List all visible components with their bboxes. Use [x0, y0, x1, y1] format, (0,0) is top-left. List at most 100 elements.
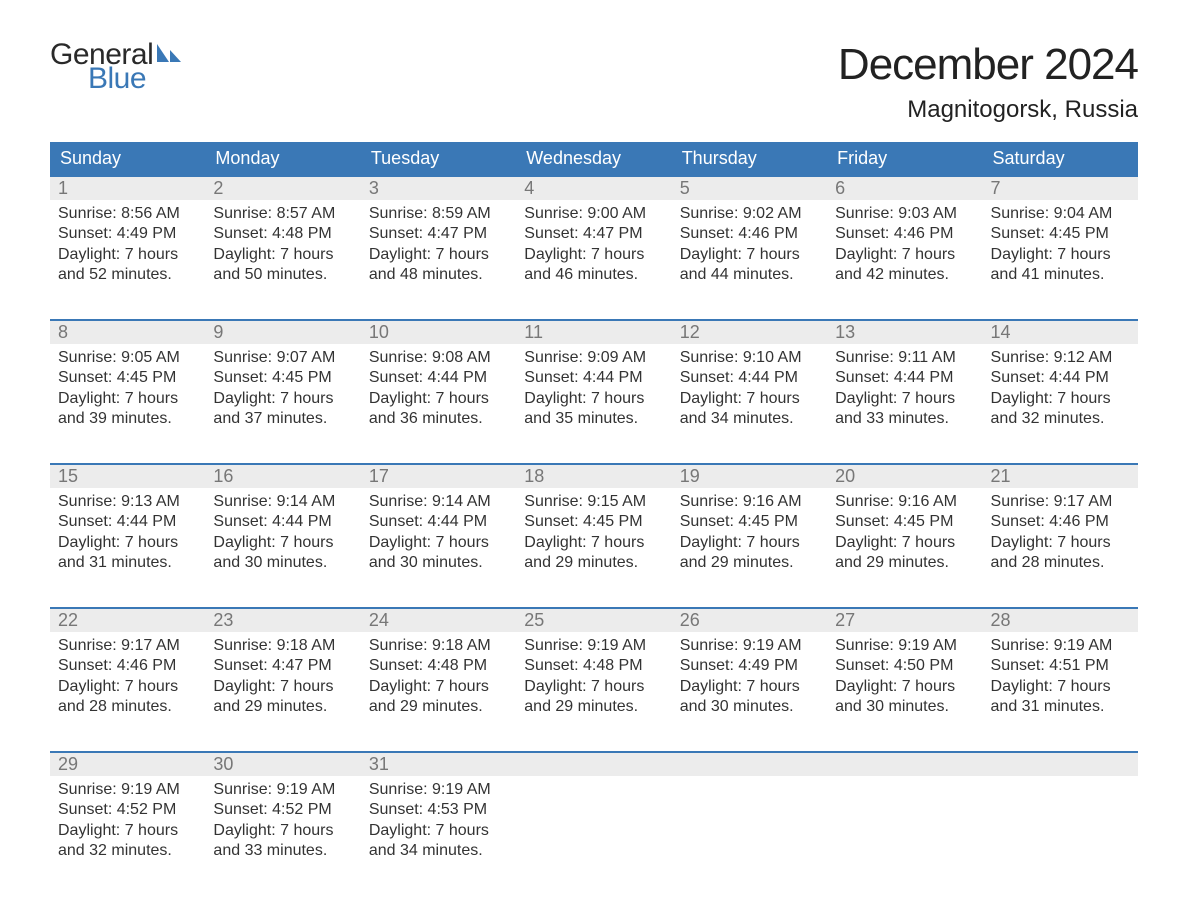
daylight-line: Daylight: 7 hours [680, 245, 819, 265]
sunrise-line: Sunrise: 9:17 AM [991, 492, 1130, 512]
sunrise-line: Sunrise: 9:19 AM [680, 636, 819, 656]
daylight-line-2: and 35 minutes. [524, 409, 663, 429]
day-data: Sunrise: 9:08 AMSunset: 4:44 PMDaylight:… [361, 344, 516, 430]
day-data: Sunrise: 9:19 AMSunset: 4:48 PMDaylight:… [516, 632, 671, 718]
day-data: Sunrise: 9:15 AMSunset: 4:45 PMDaylight:… [516, 488, 671, 574]
daylight-line-2: and 29 minutes. [213, 697, 352, 717]
day-number: 29 [50, 753, 205, 776]
day-data: Sunrise: 9:12 AMSunset: 4:44 PMDaylight:… [983, 344, 1138, 430]
calendar-cell: 20Sunrise: 9:16 AMSunset: 4:45 PMDayligh… [827, 465, 982, 585]
brand-logo: General Blue [50, 40, 183, 94]
dayname: Sunday [50, 142, 205, 175]
day-number: 25 [516, 609, 671, 632]
sunset-line: Sunset: 4:48 PM [524, 656, 663, 676]
daylight-line-2: and 52 minutes. [58, 265, 197, 285]
sunset-line: Sunset: 4:53 PM [369, 800, 508, 820]
calendar-cell: 8Sunrise: 9:05 AMSunset: 4:45 PMDaylight… [50, 321, 205, 441]
daylight-line-2: and 31 minutes. [991, 697, 1130, 717]
calendar-cell: . [827, 753, 982, 873]
day-number: 12 [672, 321, 827, 344]
calendar-cell: . [983, 753, 1138, 873]
sunset-line: Sunset: 4:44 PM [835, 368, 974, 388]
day-data: Sunrise: 9:11 AMSunset: 4:44 PMDaylight:… [827, 344, 982, 430]
day-number: 23 [205, 609, 360, 632]
sunrise-line: Sunrise: 9:18 AM [213, 636, 352, 656]
day-data: Sunrise: 9:14 AMSunset: 4:44 PMDaylight:… [205, 488, 360, 574]
sunrise-line: Sunrise: 9:02 AM [680, 204, 819, 224]
daylight-line-2: and 29 minutes. [524, 553, 663, 573]
daylight-line: Daylight: 7 hours [524, 533, 663, 553]
title-block: December 2024 Magnitogorsk, Russia [838, 40, 1138, 124]
daylight-line: Daylight: 7 hours [58, 389, 197, 409]
day-number: . [516, 753, 671, 776]
daylight-line-2: and 30 minutes. [680, 697, 819, 717]
sunrise-line: Sunrise: 9:16 AM [835, 492, 974, 512]
sunrise-line: Sunrise: 9:19 AM [991, 636, 1130, 656]
sunrise-line: Sunrise: 9:19 AM [58, 780, 197, 800]
month-title: December 2024 [838, 40, 1138, 90]
daylight-line: Daylight: 7 hours [835, 677, 974, 697]
calendar-cell: 13Sunrise: 9:11 AMSunset: 4:44 PMDayligh… [827, 321, 982, 441]
daylight-line: Daylight: 7 hours [213, 245, 352, 265]
calendar-cell: 4Sunrise: 9:00 AMSunset: 4:47 PMDaylight… [516, 177, 671, 297]
sunrise-line: Sunrise: 9:15 AM [524, 492, 663, 512]
day-data: Sunrise: 9:04 AMSunset: 4:45 PMDaylight:… [983, 200, 1138, 286]
sunrise-line: Sunrise: 9:05 AM [58, 348, 197, 368]
day-number: 5 [672, 177, 827, 200]
day-number: 9 [205, 321, 360, 344]
dayname: Wednesday [516, 142, 671, 175]
sunrise-line: Sunrise: 9:08 AM [369, 348, 508, 368]
dayname: Tuesday [361, 142, 516, 175]
day-data: Sunrise: 9:19 AMSunset: 4:51 PMDaylight:… [983, 632, 1138, 718]
sunrise-line: Sunrise: 9:12 AM [991, 348, 1130, 368]
sunset-line: Sunset: 4:45 PM [213, 368, 352, 388]
day-data: Sunrise: 9:17 AMSunset: 4:46 PMDaylight:… [983, 488, 1138, 574]
day-number: 30 [205, 753, 360, 776]
day-data: Sunrise: 9:18 AMSunset: 4:47 PMDaylight:… [205, 632, 360, 718]
sunrise-line: Sunrise: 9:16 AM [680, 492, 819, 512]
daylight-line-2: and 33 minutes. [213, 841, 352, 861]
sunset-line: Sunset: 4:50 PM [835, 656, 974, 676]
sunset-line: Sunset: 4:45 PM [835, 512, 974, 532]
daylight-line: Daylight: 7 hours [369, 677, 508, 697]
day-number: 16 [205, 465, 360, 488]
sunset-line: Sunset: 4:48 PM [369, 656, 508, 676]
sunrise-line: Sunrise: 9:17 AM [58, 636, 197, 656]
sunset-line: Sunset: 4:44 PM [680, 368, 819, 388]
sunset-line: Sunset: 4:45 PM [680, 512, 819, 532]
brand-word-blue: Blue [88, 64, 146, 94]
sunrise-line: Sunrise: 9:03 AM [835, 204, 974, 224]
sunrise-line: Sunrise: 8:59 AM [369, 204, 508, 224]
daylight-line: Daylight: 7 hours [991, 245, 1130, 265]
day-number: . [672, 753, 827, 776]
sunset-line: Sunset: 4:52 PM [213, 800, 352, 820]
day-number: 14 [983, 321, 1138, 344]
day-data: Sunrise: 8:56 AMSunset: 4:49 PMDaylight:… [50, 200, 205, 286]
sunset-line: Sunset: 4:46 PM [680, 224, 819, 244]
sunset-line: Sunset: 4:47 PM [524, 224, 663, 244]
calendar-cell: 9Sunrise: 9:07 AMSunset: 4:45 PMDaylight… [205, 321, 360, 441]
day-number: 6 [827, 177, 982, 200]
daylight-line-2: and 46 minutes. [524, 265, 663, 285]
daylight-line: Daylight: 7 hours [680, 677, 819, 697]
calendar-cell: 28Sunrise: 9:19 AMSunset: 4:51 PMDayligh… [983, 609, 1138, 729]
sunset-line: Sunset: 4:44 PM [991, 368, 1130, 388]
daylight-line: Daylight: 7 hours [213, 533, 352, 553]
sunrise-line: Sunrise: 9:14 AM [369, 492, 508, 512]
day-number: 22 [50, 609, 205, 632]
sunrise-line: Sunrise: 9:19 AM [524, 636, 663, 656]
calendar-cell: 23Sunrise: 9:18 AMSunset: 4:47 PMDayligh… [205, 609, 360, 729]
daylight-line-2: and 32 minutes. [991, 409, 1130, 429]
day-data: Sunrise: 9:16 AMSunset: 4:45 PMDaylight:… [672, 488, 827, 574]
calendar-week: 1Sunrise: 8:56 AMSunset: 4:49 PMDaylight… [50, 175, 1138, 297]
daylight-line: Daylight: 7 hours [991, 389, 1130, 409]
day-data: Sunrise: 9:10 AMSunset: 4:44 PMDaylight:… [672, 344, 827, 430]
sunrise-line: Sunrise: 9:11 AM [835, 348, 974, 368]
calendar-cell: 17Sunrise: 9:14 AMSunset: 4:44 PMDayligh… [361, 465, 516, 585]
day-data: Sunrise: 9:13 AMSunset: 4:44 PMDaylight:… [50, 488, 205, 574]
calendar-cell: 6Sunrise: 9:03 AMSunset: 4:46 PMDaylight… [827, 177, 982, 297]
day-data: Sunrise: 9:09 AMSunset: 4:44 PMDaylight:… [516, 344, 671, 430]
day-data: Sunrise: 9:19 AMSunset: 4:49 PMDaylight:… [672, 632, 827, 718]
calendar-cell: 12Sunrise: 9:10 AMSunset: 4:44 PMDayligh… [672, 321, 827, 441]
calendar-cell: 19Sunrise: 9:16 AMSunset: 4:45 PMDayligh… [672, 465, 827, 585]
